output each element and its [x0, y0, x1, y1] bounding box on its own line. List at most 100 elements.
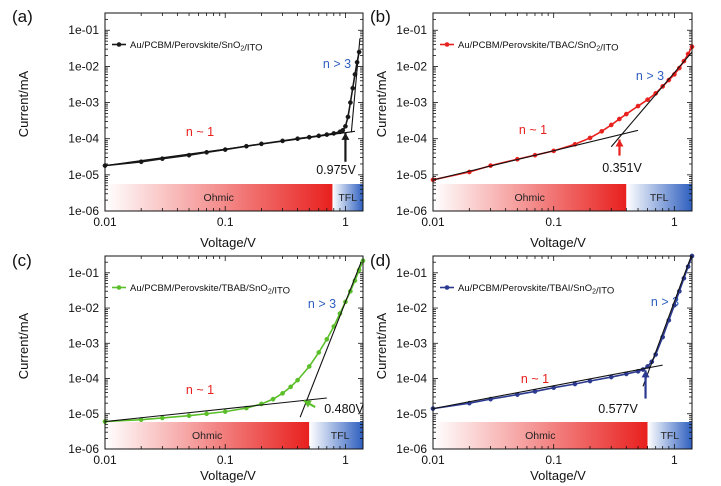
- tfl-region-label: TFL: [338, 192, 357, 204]
- data-point: [350, 85, 356, 91]
- n-high-annotation: n > 3: [636, 69, 664, 83]
- legend-marker: [116, 42, 122, 47]
- x-axis-label: Voltage/V: [530, 235, 586, 250]
- plot-frame: [104, 255, 364, 450]
- x-tick-label: 1: [671, 215, 678, 229]
- y-tick-label: 1e-01: [68, 23, 99, 37]
- y-tick-label: 1e-06: [396, 204, 427, 218]
- legend-label: Au/PCBM/Perovskite/TBAI/SnO2/ITO: [458, 283, 614, 297]
- crossover-voltage-label: 0.975V: [316, 163, 356, 177]
- tfl-region-band: [309, 422, 363, 449]
- legend: Au/PCBM/Perovskite/TBAB/SnO2/ITO: [112, 283, 290, 297]
- ohmic-region-label: Ohmic: [525, 430, 555, 442]
- y-tick-label: 1e-03: [68, 336, 99, 350]
- y-axis-label: Current/mA: [16, 70, 31, 137]
- data-point: [608, 122, 614, 128]
- data-point: [348, 100, 353, 105]
- y-tick-label: 1e-05: [68, 168, 99, 182]
- y-tick-label: 1e-06: [396, 442, 427, 456]
- legend-marker: [444, 42, 450, 47]
- x-tick-label: 1: [671, 453, 678, 467]
- data-point: [270, 396, 276, 402]
- data-point: [280, 390, 285, 396]
- legend: Au/PCBM/Perovskite/TBAI/SnO2/ITO: [440, 283, 614, 297]
- y-tick-label: 1e-05: [396, 168, 427, 182]
- data-point: [635, 103, 641, 109]
- data-series-line: [432, 46, 693, 181]
- y-tick-label: 1e-04: [68, 132, 99, 146]
- panel-label: (b): [370, 7, 391, 26]
- crossover-arrow-head: [303, 400, 312, 408]
- data-point: [324, 336, 330, 342]
- y-axis-label: Current/mA: [374, 70, 389, 137]
- y-tick-label: 1e-04: [68, 372, 99, 386]
- panel-d: (d) Voltage/V Current/mA Au/PCBM/Perovsk…: [370, 251, 695, 483]
- y-tick-label: 1e-01: [396, 266, 427, 280]
- x-axis-label: Voltage/V: [530, 468, 586, 483]
- y-tick-label: 1e-05: [68, 407, 99, 421]
- y-axis-label: Current/mA: [16, 312, 31, 379]
- ohmic-fit-line: [432, 364, 663, 410]
- data-point: [343, 123, 348, 129]
- legend-label: Au/PCBM/Perovskite/SnO2/ITO: [130, 40, 263, 54]
- data-point: [345, 114, 351, 120]
- ohmic-region-label: Ohmic: [192, 430, 222, 442]
- legend-label: Au/PCBM/Perovskite/TBAB/SnO2/ITO: [130, 283, 290, 297]
- data-point: [222, 409, 228, 414]
- crossover-voltage-label: 0.480V: [324, 402, 364, 416]
- crossover-arrow-head: [615, 139, 624, 147]
- ohmic-fit-line: [432, 129, 639, 181]
- data-point: [204, 411, 209, 417]
- n-high-annotation: n > 3: [323, 57, 351, 71]
- plot-frame: [432, 255, 693, 450]
- x-tick-label: 0.1: [545, 215, 562, 229]
- n-high-annotation: n > 3: [308, 297, 336, 311]
- y-tick-label: 1e-05: [396, 407, 427, 421]
- y-tick-label: 1e-06: [68, 442, 99, 456]
- x-tick-label: 0.01: [93, 215, 117, 229]
- data-point: [186, 413, 192, 419]
- x-tick-label: 0.1: [217, 453, 234, 467]
- x-tick-label: 0.1: [217, 215, 234, 229]
- y-tick-label: 1e-04: [396, 372, 427, 386]
- ohmic-region-band: [433, 422, 648, 449]
- tfl-fit-line: [610, 51, 693, 148]
- data-point: [288, 384, 293, 390]
- y-tick-label: 1e-02: [396, 59, 427, 73]
- legend: Au/PCBM/Perovskite/TBAC/SnO2/ITO: [440, 40, 619, 54]
- ohmic-fit-line: [104, 397, 327, 423]
- panel-c: (c) Voltage/V Current/mA Au/PCBM/Perovsk…: [12, 251, 366, 483]
- crossover-voltage-label: 0.351V: [602, 161, 642, 175]
- legend: Au/PCBM/Perovskite/SnO2/ITO: [112, 40, 263, 54]
- n-low-annotation: n ~ 1: [186, 125, 214, 139]
- legend-label: Au/PCBM/Perovskite/TBAC/SnO2/ITO: [458, 40, 619, 54]
- ohmic-region-band: [433, 184, 627, 211]
- ohmic-region-band: [105, 184, 333, 211]
- data-series-line: [432, 255, 693, 410]
- panel-a: (a) Voltage/V Current/mA Au/PCBM/Perovsk…: [12, 7, 364, 250]
- y-tick-label: 1e-02: [396, 301, 427, 315]
- ohmic-region-label: Ohmic: [514, 192, 544, 204]
- y-tick-label: 1e-03: [68, 96, 99, 110]
- panel-label: (d): [370, 251, 391, 270]
- plot-frame: [432, 12, 693, 212]
- x-tick-label: 1: [342, 453, 349, 467]
- crossover-arrow-head: [341, 132, 350, 140]
- data-point: [677, 65, 682, 71]
- data-point: [616, 116, 622, 122]
- tfl-region-band: [332, 184, 363, 211]
- x-tick-label: 0.01: [421, 453, 445, 467]
- y-tick-label: 1e-03: [396, 336, 427, 350]
- tfl-region-label: TFL: [650, 192, 669, 204]
- legend-marker: [444, 285, 450, 290]
- tfl-region-label: TFL: [660, 430, 679, 442]
- n-low-annotation: n ~ 1: [519, 123, 547, 137]
- crossover-arrow-head: [641, 370, 650, 378]
- y-tick-label: 1e-02: [68, 301, 99, 315]
- data-point: [295, 377, 300, 383]
- x-tick-label: 0.01: [421, 215, 445, 229]
- tfl-fit-line: [299, 262, 362, 418]
- y-tick-label: 1e-02: [68, 59, 99, 73]
- data-point: [623, 111, 629, 117]
